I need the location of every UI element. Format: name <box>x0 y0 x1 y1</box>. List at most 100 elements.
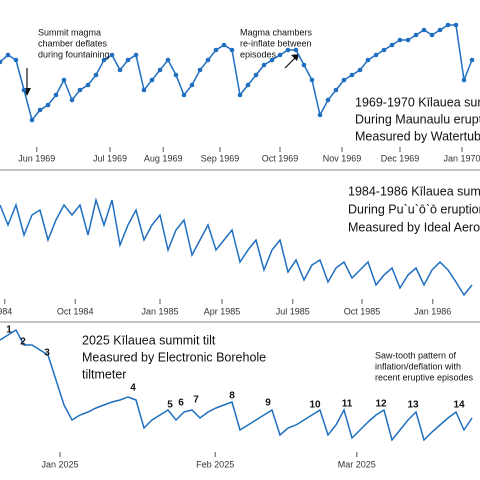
x-tick-label: Oct 1985 <box>344 306 381 316</box>
x-tick-label: Jan 1970 <box>443 153 480 163</box>
marker <box>173 72 179 78</box>
episode-label: 3 <box>44 348 50 359</box>
episode-label: 4 <box>130 383 136 394</box>
marker <box>189 82 195 88</box>
marker <box>101 57 107 63</box>
episode-label: 11 <box>342 399 353 410</box>
marker <box>149 77 155 83</box>
annotation: Magma chambers <box>240 27 313 37</box>
marker <box>125 57 131 63</box>
marker <box>405 37 411 43</box>
marker <box>269 57 275 63</box>
episode-label: 5 <box>167 400 173 411</box>
marker <box>205 57 211 63</box>
marker <box>253 72 259 78</box>
marker <box>453 22 459 28</box>
marker <box>341 77 347 83</box>
x-tick-label: Jan 1985 <box>141 306 178 316</box>
marker <box>397 37 403 43</box>
annotation: episodes <box>240 49 277 59</box>
annotation: Summit magma <box>38 27 101 37</box>
line <box>0 328 473 442</box>
annotation: re-inflate between <box>240 38 312 48</box>
marker <box>421 27 427 33</box>
arrow-head <box>291 54 299 61</box>
marker <box>413 32 419 38</box>
episode-label: 12 <box>375 399 387 410</box>
panel-title: 1984-1986 Kīlauea summi <box>348 184 480 198</box>
marker <box>365 57 371 63</box>
marker <box>93 72 99 78</box>
marker <box>349 72 355 78</box>
marker <box>293 47 299 53</box>
x-tick-label: Mar 2025 <box>338 459 376 469</box>
marker <box>445 22 451 28</box>
marker <box>45 102 51 108</box>
x-tick-label: Jan 2025 <box>41 459 78 469</box>
marker <box>53 92 59 98</box>
x-tick-label: Jan 1986 <box>414 306 451 316</box>
episode-label: 2 <box>20 337 26 348</box>
x-tick-label: Dec 1969 <box>381 153 420 163</box>
marker <box>69 97 75 103</box>
annotation: chamber deflates <box>38 38 108 48</box>
marker <box>85 82 91 88</box>
annotation: inflation/deflation with <box>375 361 461 371</box>
x-tick-label: Oct 1984 <box>57 306 94 316</box>
marker <box>117 67 123 73</box>
annotation: recent eruptive episodes <box>375 372 474 382</box>
marker <box>109 52 115 58</box>
marker <box>61 77 67 83</box>
marker <box>389 42 395 48</box>
marker <box>381 47 387 53</box>
marker <box>221 42 227 48</box>
marker <box>165 57 171 63</box>
marker <box>325 97 331 103</box>
marker <box>333 87 339 93</box>
panel-title: Measured by Watertube T <box>355 129 480 143</box>
x-tick-label: Apr 1985 <box>204 306 241 316</box>
marker <box>301 62 307 68</box>
marker <box>77 87 83 93</box>
marker <box>437 27 443 33</box>
x-tick-label: Jul 1969 <box>93 153 127 163</box>
x-tick-label: Nov 1969 <box>323 153 362 163</box>
x-tick-label: Jul 1985 <box>276 306 310 316</box>
marker <box>373 52 379 58</box>
x-tick-label: Feb 2025 <box>196 459 234 469</box>
marker <box>157 67 163 73</box>
annotation: Saw-tooth pattern of <box>375 350 457 360</box>
marker <box>285 47 291 53</box>
annotation: during fountaining <box>38 49 110 59</box>
marker <box>213 47 219 53</box>
marker <box>0 59 3 65</box>
episode-label: 14 <box>453 400 465 411</box>
marker <box>461 77 467 83</box>
episode-label: 1 <box>6 325 12 336</box>
panel-title: 1969-1970 Kīlauea summit <box>355 95 480 109</box>
marker <box>261 62 267 68</box>
panel-title: Measured by Ideal Aerosm <box>348 220 480 234</box>
marker <box>37 107 43 113</box>
marker <box>229 47 235 53</box>
x-tick-label: Sep 1969 <box>201 153 240 163</box>
x-tick-label: Oct 1969 <box>262 153 299 163</box>
marker <box>197 67 203 73</box>
marker <box>237 92 243 98</box>
x-tick-label: 984 <box>0 306 12 316</box>
marker <box>5 52 11 58</box>
marker <box>317 112 323 118</box>
episode-label: 6 <box>178 398 184 409</box>
x-tick-label: Jun 1969 <box>18 153 55 163</box>
panel-title: tiltmeter <box>82 367 126 381</box>
episode-label: 13 <box>407 400 419 411</box>
panel-title: During Maunaulu eruption <box>355 112 480 126</box>
marker <box>13 57 19 63</box>
marker <box>429 32 435 38</box>
panel-title: During Pu`u`ō`ō eruption <box>348 202 480 216</box>
marker <box>21 87 27 93</box>
marker <box>133 52 139 58</box>
marker <box>309 77 315 83</box>
marker <box>181 92 187 98</box>
